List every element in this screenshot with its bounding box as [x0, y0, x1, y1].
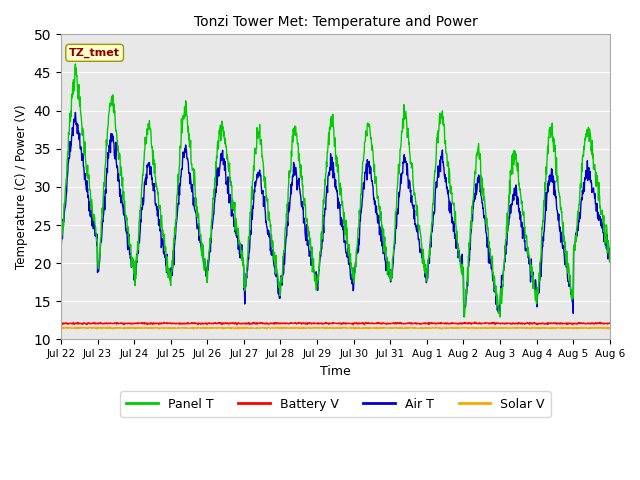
Air T — [460, 313, 468, 319]
Solar V — [57, 325, 65, 331]
Text: TZ_tmet: TZ_tmet — [69, 48, 120, 58]
X-axis label: Time: Time — [320, 365, 351, 378]
Air T — [72, 109, 79, 115]
Battery V — [349, 322, 357, 328]
Air T — [493, 296, 500, 301]
Panel T — [57, 228, 65, 234]
Panel T — [606, 257, 614, 263]
Panel T — [493, 289, 500, 295]
Air T — [421, 267, 429, 273]
Air T — [57, 250, 65, 255]
Battery V — [606, 320, 614, 326]
Panel T — [241, 288, 248, 293]
Solar V — [180, 325, 188, 331]
Solar V — [421, 325, 429, 331]
Panel T — [541, 187, 549, 193]
Solar V — [351, 326, 358, 332]
Air T — [166, 272, 174, 278]
Battery V — [57, 320, 65, 325]
Battery V — [493, 321, 500, 326]
Solar V — [493, 325, 500, 331]
Panel T — [421, 265, 429, 271]
Battery V — [541, 321, 549, 326]
Line: Panel T: Panel T — [61, 64, 610, 317]
Battery V — [179, 321, 187, 327]
Solar V — [241, 326, 248, 332]
Air T — [606, 251, 614, 256]
Solar V — [541, 325, 549, 331]
Line: Solar V: Solar V — [61, 327, 610, 329]
Battery V — [421, 321, 429, 326]
Legend: Panel T, Battery V, Air T, Solar V: Panel T, Battery V, Air T, Solar V — [120, 391, 550, 417]
Panel T — [72, 61, 79, 67]
Air T — [241, 301, 248, 307]
Line: Air T: Air T — [61, 112, 610, 316]
Panel T — [496, 314, 504, 320]
Panel T — [180, 112, 188, 118]
Panel T — [166, 271, 174, 276]
Air T — [541, 208, 549, 214]
Line: Battery V: Battery V — [61, 322, 610, 325]
Battery V — [166, 321, 173, 326]
Solar V — [606, 325, 614, 331]
Title: Tonzi Tower Met: Temperature and Power: Tonzi Tower Met: Temperature and Power — [193, 15, 477, 29]
Y-axis label: Temperature (C) / Power (V): Temperature (C) / Power (V) — [15, 105, 28, 269]
Solar V — [166, 325, 174, 331]
Battery V — [241, 321, 248, 326]
Battery V — [471, 319, 479, 325]
Air T — [180, 152, 188, 157]
Solar V — [106, 324, 113, 330]
